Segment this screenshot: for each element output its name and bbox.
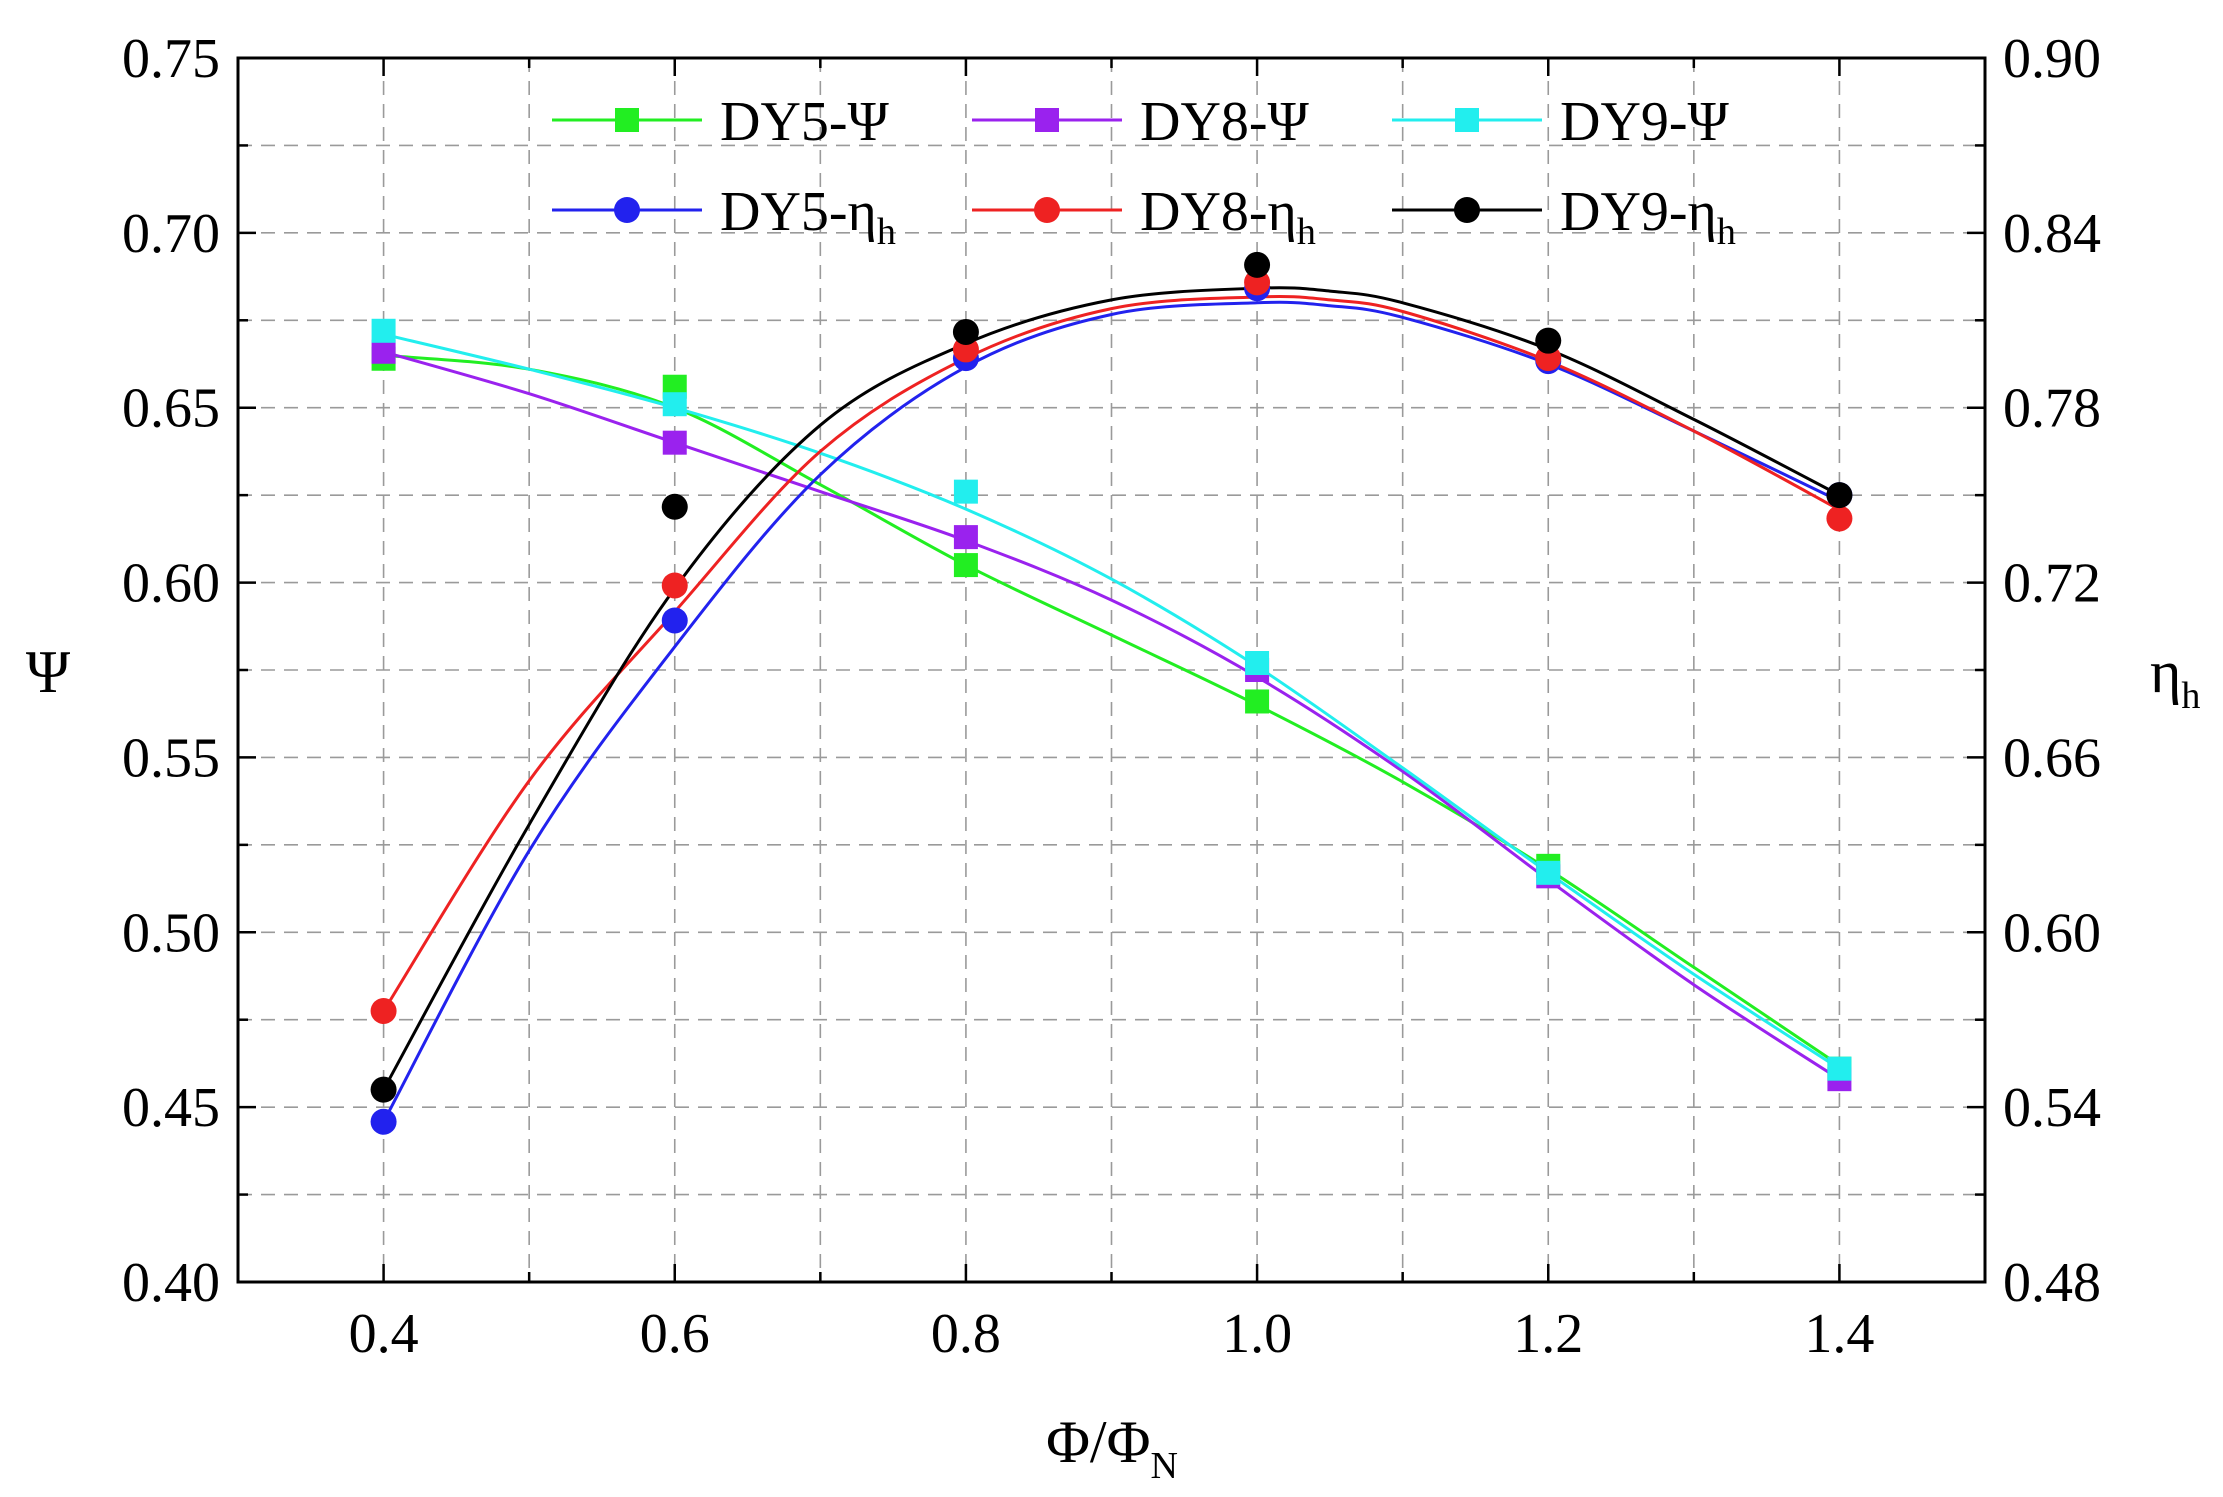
series-markers (370, 251, 1853, 1135)
legend-marker (1455, 108, 1479, 132)
y-right-tick-label: 0.48 (2003, 1252, 2101, 1314)
legend-entry-dy9-h: DY9-ηh (1392, 181, 1736, 253)
data-point-dy9-h (1244, 251, 1271, 278)
legend-label: DY5-Ψ (720, 91, 890, 153)
data-point-dy8- (371, 339, 396, 364)
legend-label-main: DY8-η (1140, 181, 1297, 243)
y-right-axis-title-sub: h (2181, 675, 2200, 717)
y-right-tick-label: 0.78 (2003, 378, 2101, 440)
legend-label: DY9-Ψ (1560, 91, 1730, 153)
legend-label-main: DY5-η (720, 181, 877, 243)
x-tick-label: 0.8 (931, 1303, 1001, 1365)
legend-label: DY8-ηh (1140, 181, 1316, 253)
y-right-tick-label: 0.84 (2003, 203, 2101, 265)
legend-marker (1454, 197, 1480, 223)
y-right-tick-label: 0.90 (2003, 28, 2101, 90)
data-point-dy8-h (370, 997, 397, 1024)
legend-marker (1035, 108, 1059, 132)
data-point-dy9- (1245, 651, 1270, 676)
y-right-tick-label: 0.60 (2003, 902, 2101, 964)
legend-label-sub: h (877, 211, 896, 253)
data-point-dy5-h (661, 607, 688, 634)
data-point-dy9-h (661, 493, 688, 520)
legend-marker (1034, 197, 1060, 223)
legend-label-main: DY5-Ψ (720, 91, 890, 153)
legend-entry-dy9-: DY9-Ψ (1392, 91, 1730, 153)
legend-label-main: DY8-Ψ (1140, 91, 1310, 153)
tick-labels: 0.4 0.6 0.8 1.0 1.2 1.4 0.40 0.45 0.50 0.55 0.60 0.… (122, 28, 2101, 1365)
data-point-dy9-h (370, 1076, 397, 1103)
series-curve-dy9- (383, 332, 1841, 1070)
x-axis-title: Φ/ΦN (1046, 1409, 1178, 1487)
legend-label: DY5-ηh (720, 181, 896, 253)
x-tick-label: 1.2 (1513, 1303, 1583, 1365)
series-curve-dy8- (383, 350, 1841, 1081)
axis-ticks (236, 56, 1987, 1284)
data-point-dy9-h (1535, 327, 1562, 354)
data-point-dy8-h (661, 572, 688, 599)
y-left-tick-label: 0.70 (122, 203, 220, 265)
x-tick-label: 0.4 (349, 1303, 419, 1365)
y-left-tick-label: 0.75 (122, 28, 220, 90)
grid (238, 58, 1985, 1282)
y-right-tick-label: 0.66 (2003, 727, 2101, 789)
x-axis-title-sub: N (1150, 1445, 1177, 1487)
y-left-tick-label: 0.45 (122, 1077, 220, 1139)
y-left-axis-title: Ψ (26, 639, 71, 705)
data-point-dy9-h (952, 318, 979, 345)
y-right-axis-title-main: η (2150, 639, 2181, 705)
y-right-tick-label: 0.72 (2003, 553, 2101, 615)
data-point-dy9-h (1826, 482, 1853, 509)
legend-label: DY8-Ψ (1140, 91, 1310, 153)
data-point-dy9- (1827, 1056, 1852, 1081)
data-point-dy5-h (370, 1108, 397, 1135)
data-point-dy9- (371, 318, 396, 343)
data-point-dy9- (662, 392, 687, 417)
data-point-dy5- (953, 553, 978, 578)
legend-label-sub: h (1717, 211, 1736, 253)
data-point-dy5- (1245, 689, 1270, 714)
x-tick-label: 1.4 (1804, 1303, 1874, 1365)
series-curve-dy5- (383, 353, 1841, 1067)
data-point-dy8- (662, 430, 687, 455)
legend-entry-dy8-h: DY8-ηh (972, 181, 1316, 253)
x-tick-label: 0.6 (640, 1303, 710, 1365)
legend-marker (615, 108, 639, 132)
x-axis-title-main: Φ/Φ (1046, 1409, 1150, 1475)
data-point-dy8- (953, 525, 978, 550)
legend-label-main: DY9-η (1560, 181, 1717, 243)
legend-marker (614, 197, 640, 223)
y-left-tick-label: 0.60 (122, 553, 220, 615)
y-left-tick-label: 0.65 (122, 378, 220, 440)
legend-entry-dy5-: DY5-Ψ (552, 91, 890, 153)
y-left-tick-label: 0.40 (122, 1252, 220, 1314)
x-tick-label: 1.0 (1222, 1303, 1292, 1365)
y-right-axis-title: ηh (2150, 639, 2200, 717)
data-point-dy9- (953, 479, 978, 504)
series-curve-dy8-h (382, 294, 1841, 1012)
legend-entry-dy5-h: DY5-ηh (552, 181, 896, 253)
legend-label-main: DY9-Ψ (1560, 91, 1730, 153)
y-left-tick-label: 0.55 (122, 727, 220, 789)
data-point-dy9- (1536, 860, 1561, 885)
legend-entry-dy8-: DY8-Ψ (972, 91, 1310, 153)
y-left-tick-label: 0.50 (122, 902, 220, 964)
legend-label-sub: h (1297, 211, 1316, 253)
data-point-dy8-h (1826, 505, 1853, 532)
y-right-tick-label: 0.54 (2003, 1077, 2101, 1139)
legend-label: DY9-ηh (1560, 181, 1736, 253)
